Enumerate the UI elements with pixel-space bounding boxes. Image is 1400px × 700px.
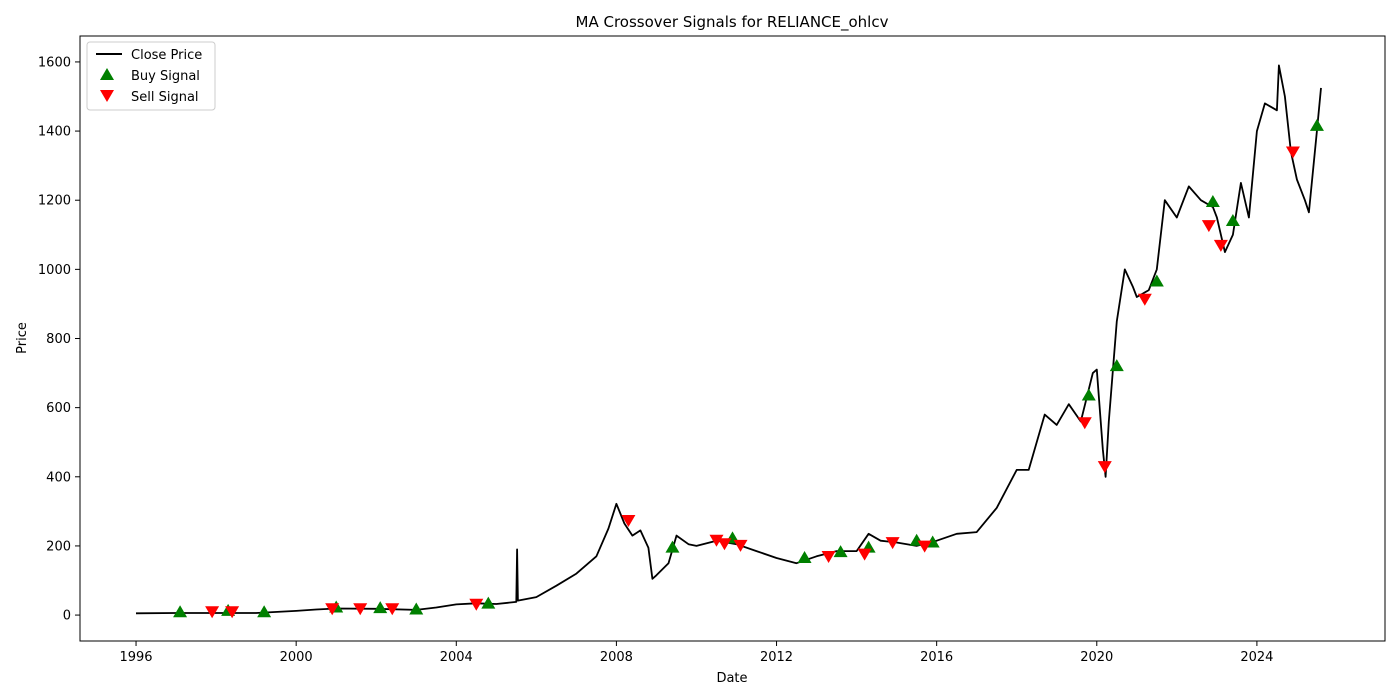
sell-signal-marker: [225, 606, 240, 619]
sell-signal-marker: [353, 603, 368, 616]
sell-signal-marker: [1077, 417, 1092, 430]
sell-signal-marker: [717, 538, 732, 551]
y-tick-label: 400: [46, 470, 71, 485]
sell-signal-marker: [385, 603, 400, 616]
sell-signal-marker: [469, 598, 484, 611]
buy-signal-marker: [1149, 274, 1164, 287]
x-axis-label: Date: [716, 671, 747, 686]
buy-signal-marker: [257, 605, 272, 618]
x-tick-label: 2004: [440, 650, 473, 665]
legend-sell-signal-label: Sell Signal: [131, 90, 199, 105]
y-tick-label: 600: [46, 401, 71, 416]
sell-signal-marker: [821, 550, 836, 563]
buy-signal-marker: [797, 551, 812, 564]
x-tick-label: 2012: [760, 650, 793, 665]
sell-signal-marker: [885, 537, 900, 550]
y-tick-label: 1000: [38, 263, 71, 278]
x-tick-label: 1996: [119, 650, 152, 665]
buy-signal-marker: [373, 601, 388, 614]
buy-signal-marker: [1081, 388, 1096, 401]
legend-close-price-label: Close Price: [131, 48, 202, 63]
buy-signal-marker: [481, 596, 496, 609]
sell-signal-series: [205, 146, 1300, 619]
y-axis: 0 200 400 600 800 1000 1200 1400 1600: [38, 55, 80, 624]
sell-signal-marker: [857, 548, 872, 561]
buy-signal-marker: [1205, 194, 1220, 207]
close-price-line: [135, 64, 1322, 615]
legend-buy-signal-label: Buy Signal: [131, 69, 200, 84]
buy-signal-marker: [173, 605, 188, 618]
y-tick-label: 1600: [38, 55, 71, 70]
y-axis-label: Price: [15, 322, 30, 354]
y-tick-label: 200: [46, 539, 71, 554]
sell-signal-marker: [1201, 220, 1216, 233]
y-tick-label: 0: [63, 609, 71, 624]
sell-signal-marker: [1137, 293, 1152, 306]
sell-signal-marker: [733, 539, 748, 552]
buy-signal-marker: [1309, 118, 1324, 131]
buy-signal-marker: [833, 545, 848, 558]
sell-signal-marker: [1213, 239, 1228, 252]
y-tick-label: 1400: [38, 125, 71, 140]
y-tick-label: 800: [46, 332, 71, 347]
buy-signal-series: [173, 118, 1324, 618]
buy-signal-marker: [665, 540, 680, 553]
x-tick-label: 2016: [920, 650, 953, 665]
x-tick-label: 2000: [280, 650, 313, 665]
plot-area: [79, 35, 1386, 642]
legend-sell-signal-swatch: [100, 90, 114, 102]
x-axis: 1996 2000 2004 2008 2012 2016 2020 2024: [119, 641, 1273, 665]
sell-signal-marker: [1097, 461, 1112, 474]
legend-box: [86, 41, 216, 111]
sell-signal-marker: [1285, 146, 1300, 159]
x-tick-label: 2024: [1240, 650, 1273, 665]
close-price-series: [135, 64, 1322, 615]
x-tick-label: 2020: [1080, 650, 1113, 665]
buy-signal-marker: [1225, 213, 1240, 226]
chart-title: MA Crossover Signals for RELIANCE_ohlcv: [576, 13, 889, 32]
sell-signal-marker: [621, 515, 636, 528]
legend: Close Price Buy Signal Sell Signal: [86, 41, 216, 111]
x-tick-label: 2008: [600, 650, 633, 665]
y-tick-label: 1200: [38, 194, 71, 209]
plot-frame: [79, 35, 1386, 642]
legend-buy-signal-swatch: [100, 68, 114, 80]
sell-signal-marker: [205, 606, 220, 619]
sell-signal-marker: [709, 534, 724, 547]
sell-signal-marker: [325, 603, 340, 616]
buy-signal-marker: [409, 602, 424, 615]
sell-signal-marker: [917, 540, 932, 553]
buy-signal-marker: [1109, 359, 1124, 372]
